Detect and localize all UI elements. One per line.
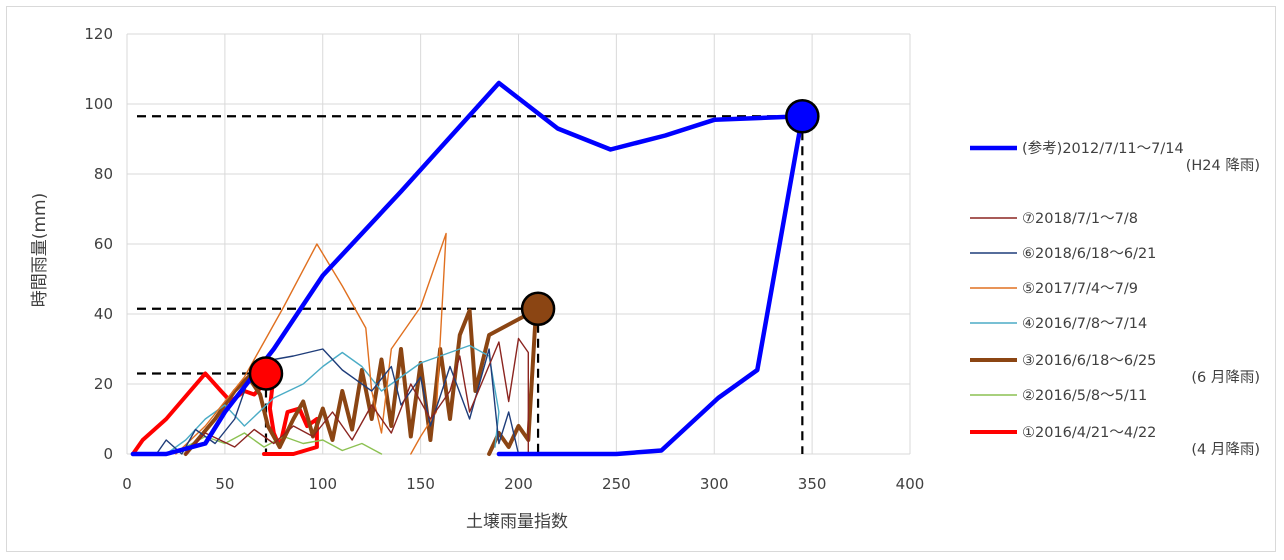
series-line-7 [165,432,383,455]
legend-label: ④2016/7/8〜7/14 [1022,316,1147,332]
x-tick-label: 250 [602,475,631,493]
series-line-3 [155,348,520,455]
chart-frame [6,6,1276,552]
y-tick-label: 100 [84,95,113,113]
legend-label: ⑦2018/7/1〜7/8 [1022,211,1138,227]
y-tick-label: 40 [94,305,113,323]
y-tick-label: 20 [94,375,113,393]
y-tick-label: 0 [103,445,113,463]
highlight-point [520,291,556,326]
x-tick-label: 350 [798,475,827,493]
legend-note: (4 月降雨) [1191,441,1260,458]
x-tick-label: 50 [215,475,234,493]
highlight-point [785,99,820,134]
legend-label: ⑤2017/7/4〜7/9 [1022,281,1138,297]
x-tick-labels: 0 50 100 150 200 250 300 350 400 [122,475,924,493]
highlight-markers [248,99,820,391]
legend-label: ⑥2018/6/18〜6/21 [1022,246,1156,262]
y-axis-label: 時間雨量(mm) [30,193,50,307]
highlight-point [248,356,284,391]
x-tick-label: 100 [308,475,337,493]
y-tick-label: 120 [84,25,113,43]
series-line-5 [165,344,500,455]
x-axis-label: 土壌雨量指数 [466,512,568,532]
x-tick-label: 300 [700,475,729,493]
x-tick-label: 0 [122,475,132,493]
series-line-1 [130,80,805,457]
legend-label: ①2016/4/21〜4/22 [1022,425,1156,441]
legend-label: (参考)2012/7/11〜7/14 [1022,140,1184,157]
legend-note: (6 月降雨) [1191,369,1260,386]
series-line-4 [175,232,447,455]
y-tick-labels: 0 20 40 60 80 100 120 [84,25,113,463]
y-tick-label: 80 [94,165,113,183]
series-line-2 [185,337,529,455]
x-tick-label: 400 [896,475,925,493]
x-tick-label: 150 [406,475,435,493]
y-tick-label: 60 [94,235,113,253]
legend-label: ③2016/6/18〜6/25 [1022,353,1156,369]
legend-label: ②2016/5/8〜5/11 [1022,388,1147,404]
series-line-6 [183,306,539,456]
x-tick-label: 200 [504,475,533,493]
series-group [130,80,805,457]
legend-note: (H24 降雨) [1186,157,1260,174]
legend: (参考)2012/7/11〜7/14(H24 降雨) ⑦2018/7/1〜7/8 ⑥… [970,140,1260,458]
reference-lines [137,115,804,454]
